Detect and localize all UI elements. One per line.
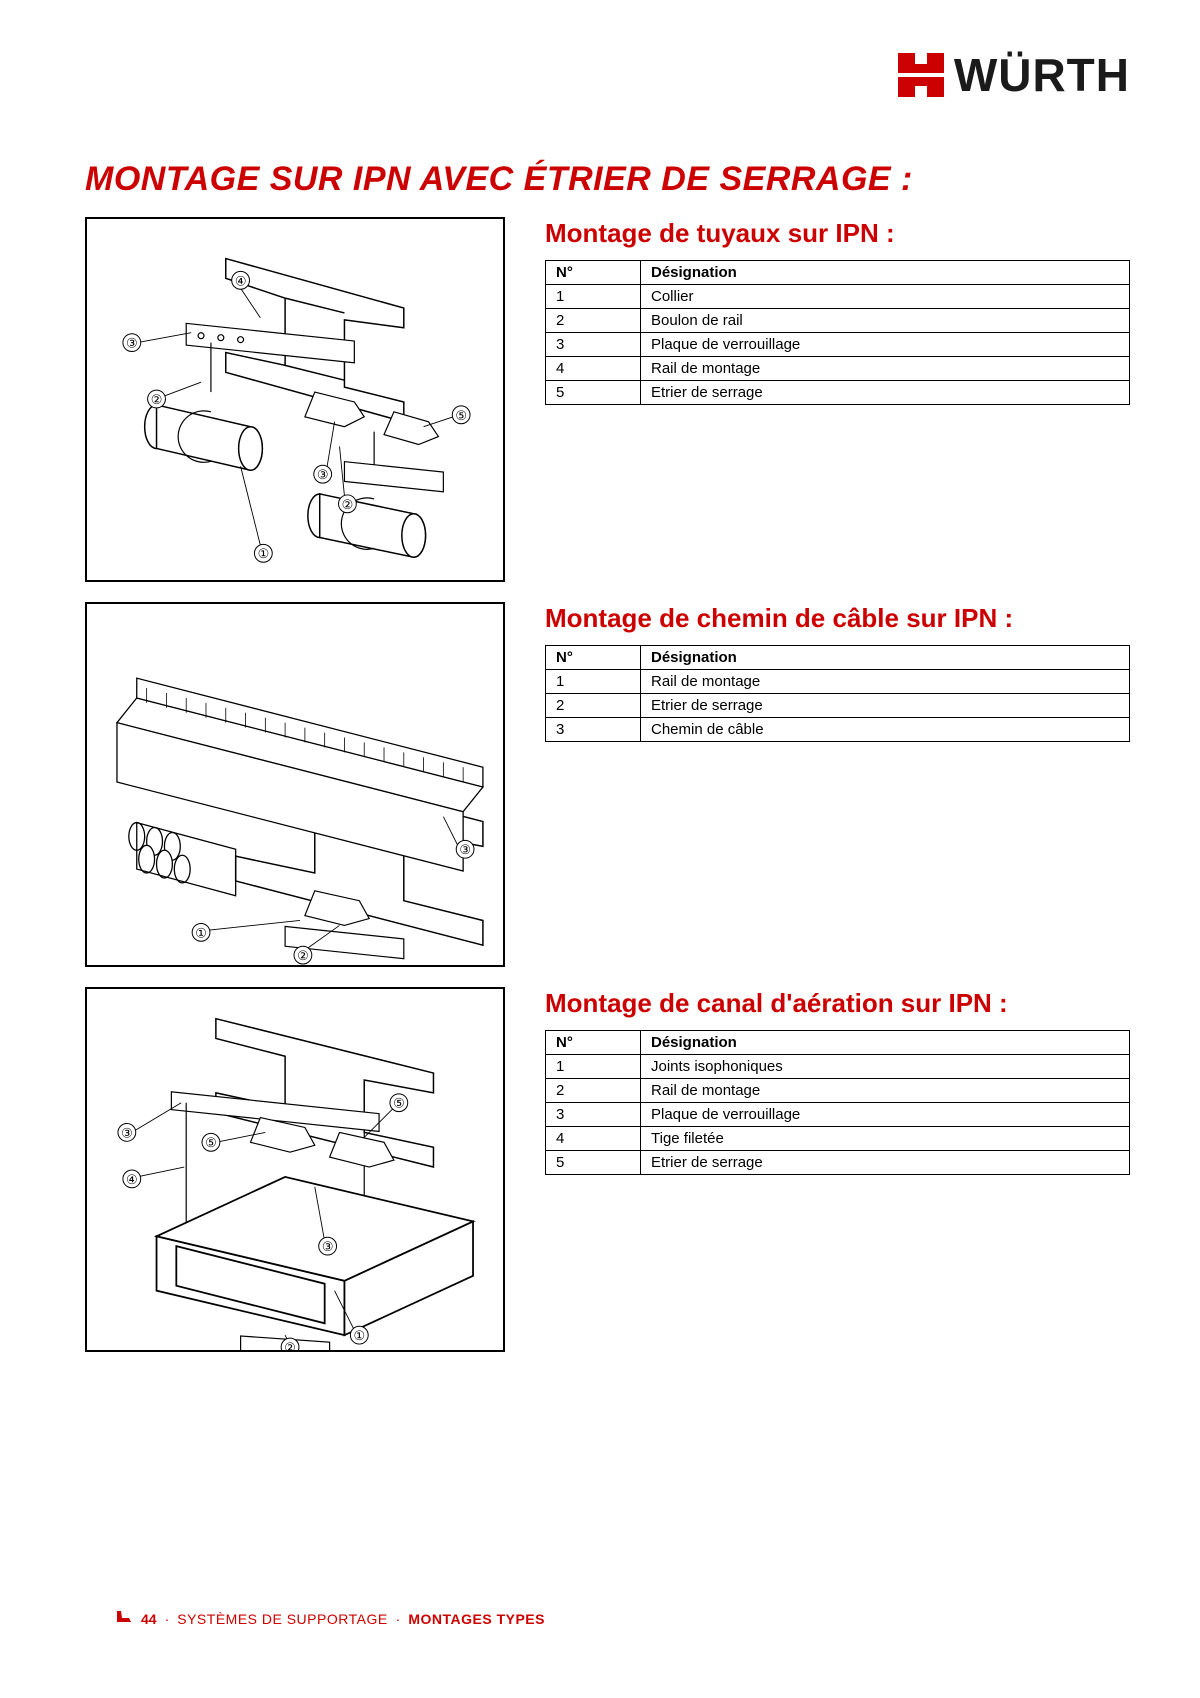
callout: ⑤ <box>393 1096 405 1111</box>
col-desig: Désignation <box>641 260 1130 284</box>
callout: ③ <box>322 1239 334 1254</box>
callout: ③ <box>126 336 138 351</box>
page-number: 44 <box>141 1611 157 1627</box>
table-row: 3Plaque de verrouillage <box>546 332 1130 356</box>
callout: ③ <box>459 842 471 857</box>
col-num: N° <box>546 1030 641 1054</box>
footer-subcategory: MONTAGES TYPES <box>408 1611 545 1627</box>
callout: ① <box>258 546 270 561</box>
logo-text: WÜRTH <box>954 48 1130 102</box>
section-canal: ③ ④ ⑤ ⑤ ③ ① ② Montage de canal d'aératio… <box>85 987 1130 1352</box>
diagram-chemin: ① ② ③ <box>85 602 505 967</box>
col-num: N° <box>546 645 641 669</box>
parts-table-3: N° Désignation 1Joints isophoniques 2Rai… <box>545 1030 1130 1175</box>
callout: ① <box>354 1328 366 1343</box>
table-row: 5Etrier de serrage <box>546 380 1130 404</box>
page-title: MONTAGE SUR IPN AVEC ÉTRIER DE SERRAGE : <box>85 160 1130 199</box>
boot-icon <box>115 1609 133 1628</box>
col-desig: Désignation <box>641 645 1130 669</box>
separator: · <box>396 1611 401 1627</box>
diagram-canal: ③ ④ ⑤ ⑤ ③ ① ② <box>85 987 505 1352</box>
table-header-row: N° Désignation <box>546 1030 1130 1054</box>
table-row: 4Rail de montage <box>546 356 1130 380</box>
footer-category: SYSTÈMES DE SUPPORTAGE <box>177 1611 387 1627</box>
callout: ③ <box>121 1125 133 1140</box>
section-title-3: Montage de canal d'aération sur IPN : <box>545 987 1130 1020</box>
col-desig: Désignation <box>641 1030 1130 1054</box>
table-row: 4Tige filetée <box>546 1126 1130 1150</box>
section-title-1: Montage de tuyaux sur IPN : <box>545 217 1130 250</box>
callout: ⑤ <box>455 408 467 423</box>
callout: ① <box>195 925 207 940</box>
callout: ④ <box>235 273 247 288</box>
callout: ② <box>151 392 163 407</box>
callout: ② <box>297 948 309 963</box>
section-title-2: Montage de chemin de câble sur IPN : <box>545 602 1130 635</box>
separator: · <box>165 1611 170 1627</box>
table-row: 1Collier <box>546 284 1130 308</box>
table-row: 1Rail de montage <box>546 669 1130 693</box>
table-row: 2Rail de montage <box>546 1078 1130 1102</box>
diagram-tuyaux: ③ ② ④ ⑤ ① ② ③ <box>85 217 505 582</box>
callout: ⑤ <box>205 1135 217 1150</box>
col-num: N° <box>546 260 641 284</box>
parts-table-2: N° Désignation 1Rail de montage 2Etrier … <box>545 645 1130 742</box>
section-tuyaux: ③ ② ④ ⑤ ① ② ③ Montage de tuyaux sur IPN … <box>85 217 1130 582</box>
callout: ② <box>342 497 354 512</box>
table-row: 3Chemin de câble <box>546 717 1130 741</box>
callout: ③ <box>317 467 329 482</box>
table-row: 3Plaque de verrouillage <box>546 1102 1130 1126</box>
page-footer: 44 · SYSTÈMES DE SUPPORTAGE · MONTAGES T… <box>115 1609 545 1628</box>
brand-logo: WÜRTH <box>898 48 1130 102</box>
table-header-row: N° Désignation <box>546 645 1130 669</box>
parts-table-1: N° Désignation 1Collier 2Boulon de rail … <box>545 260 1130 405</box>
table-row: 2Etrier de serrage <box>546 693 1130 717</box>
table-row: 2Boulon de rail <box>546 308 1130 332</box>
table-row: 1Joints isophoniques <box>546 1054 1130 1078</box>
callout: ④ <box>126 1172 138 1187</box>
logo-mark-icon <box>898 53 944 97</box>
section-chemin: ① ② ③ Montage de chemin de câble sur IPN… <box>85 602 1130 967</box>
table-row: 5Etrier de serrage <box>546 1150 1130 1174</box>
callout: ② <box>284 1340 296 1350</box>
table-header-row: N° Désignation <box>546 260 1130 284</box>
